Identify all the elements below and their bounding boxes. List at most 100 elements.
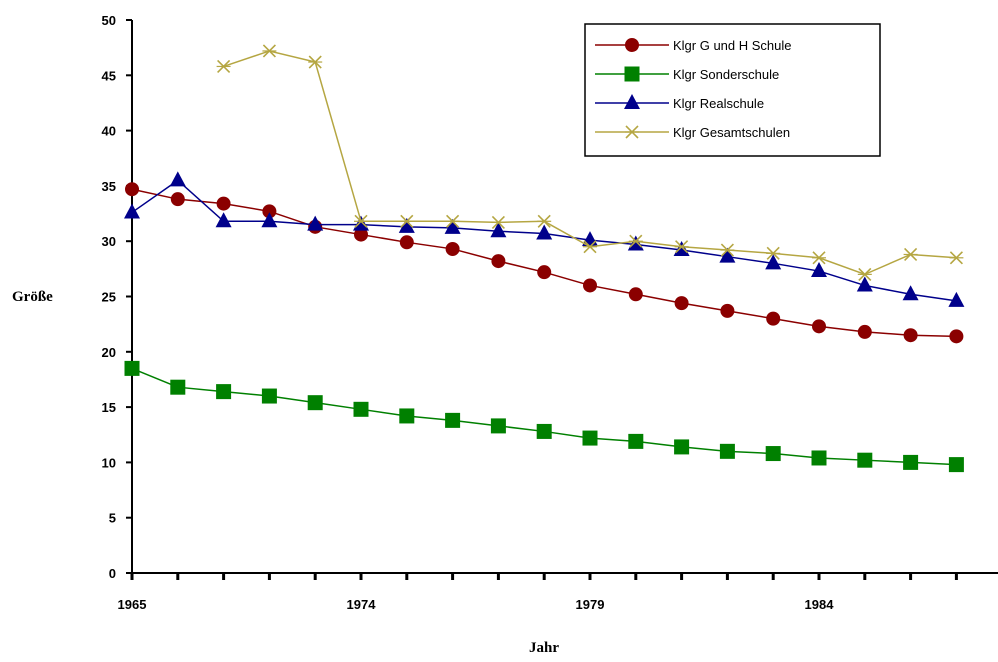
data-point [857, 324, 872, 339]
data-point [490, 418, 506, 434]
data-point [124, 360, 140, 376]
data-point [720, 303, 735, 318]
y-tick-label: 20 [102, 345, 116, 360]
data-point [583, 240, 597, 254]
data-point [765, 446, 781, 462]
data-point [628, 287, 643, 302]
data-point [674, 439, 690, 455]
y-tick-label: 10 [102, 455, 116, 470]
data-point [766, 311, 781, 326]
data-point [628, 433, 644, 449]
data-point [216, 384, 232, 400]
legend-item: Klgr G und H Schule [595, 38, 792, 53]
data-point [582, 430, 598, 446]
data-point [262, 44, 277, 58]
y-tick-label: 35 [102, 179, 116, 194]
series-line [131, 179, 957, 302]
data-point [949, 329, 964, 344]
legend-label: Klgr Gesamtschulen [673, 125, 790, 140]
data-point [261, 388, 277, 404]
data-point [216, 196, 231, 211]
legend-label: Klgr Sonderschule [673, 67, 779, 82]
data-point [490, 222, 507, 238]
series-1 [124, 360, 964, 473]
data-point [169, 171, 186, 187]
data-point [444, 218, 461, 234]
y-tick-label: 5 [109, 511, 116, 526]
y-tick-label: 45 [102, 68, 116, 83]
data-point [811, 262, 827, 278]
data-point [948, 457, 964, 473]
data-point [812, 319, 826, 334]
data-point [857, 452, 873, 468]
data-point [536, 423, 552, 439]
data-point [445, 241, 460, 256]
data-point [948, 291, 965, 307]
data-point [399, 214, 414, 228]
data-point [536, 224, 553, 240]
legend-label: Klgr G und H Schule [673, 38, 792, 53]
y-ticks: 0 5 10 15 20 25 30 35 40 45 50 [102, 13, 132, 581]
data-point [537, 265, 552, 280]
data-point [353, 215, 369, 231]
data-point [398, 217, 415, 233]
data-point [857, 267, 872, 281]
series-0 [125, 182, 964, 344]
series-2 [124, 171, 965, 307]
data-point [719, 443, 735, 459]
legend: Klgr G und H Schule Klgr Sonderschule Klgr… [584, 23, 881, 157]
data-point [399, 235, 414, 250]
series-3 [216, 44, 964, 281]
legend-marker [624, 66, 640, 82]
data-point [537, 214, 552, 228]
series-layer [124, 44, 965, 473]
legend-marker [624, 94, 640, 109]
legend-label: Klgr Realschule [673, 96, 764, 111]
data-point [170, 192, 185, 207]
data-point [261, 212, 278, 228]
y-axis-title: Größe [12, 289, 53, 305]
x-ticks: 1965 1974 1979 1984 [118, 573, 958, 612]
data-point [765, 254, 782, 270]
legend-item: Klgr Gesamtschulen [595, 125, 790, 140]
data-point [856, 276, 873, 292]
data-point [353, 401, 369, 417]
data-point [673, 241, 690, 257]
legend-marker [625, 125, 639, 139]
data-point [674, 296, 689, 311]
data-point [491, 215, 506, 229]
data-point [720, 243, 735, 257]
y-tick-label: 30 [102, 234, 116, 249]
series-line [131, 367, 957, 466]
data-point [307, 395, 323, 411]
data-point [902, 285, 919, 301]
x-tick-label: 1979 [576, 597, 605, 612]
data-point [125, 182, 139, 197]
x-axis-title: Jahr [529, 640, 559, 656]
data-point [812, 251, 826, 265]
x-tick-label: 1974 [347, 597, 377, 612]
y-tick-label: 15 [102, 400, 116, 415]
legend-marker [625, 38, 639, 52]
y-tick-label: 25 [102, 290, 116, 305]
data-point [445, 412, 461, 428]
data-point [170, 379, 186, 395]
data-point [903, 328, 918, 343]
data-point [674, 240, 689, 254]
data-point [399, 408, 415, 424]
legend-item: Klgr Sonderschule [595, 66, 779, 82]
data-point [445, 214, 460, 228]
x-tick-label: 1984 [805, 597, 835, 612]
data-point [124, 203, 140, 219]
legend-item: Klgr Realschule [595, 94, 764, 111]
data-point [628, 234, 643, 248]
data-point [627, 235, 644, 251]
y-tick-label: 0 [109, 566, 116, 581]
data-point [354, 214, 368, 228]
x-tick-label: 1965 [118, 597, 147, 612]
data-point [583, 278, 597, 293]
data-point [949, 251, 964, 265]
data-point [308, 55, 323, 69]
data-point [766, 246, 781, 260]
